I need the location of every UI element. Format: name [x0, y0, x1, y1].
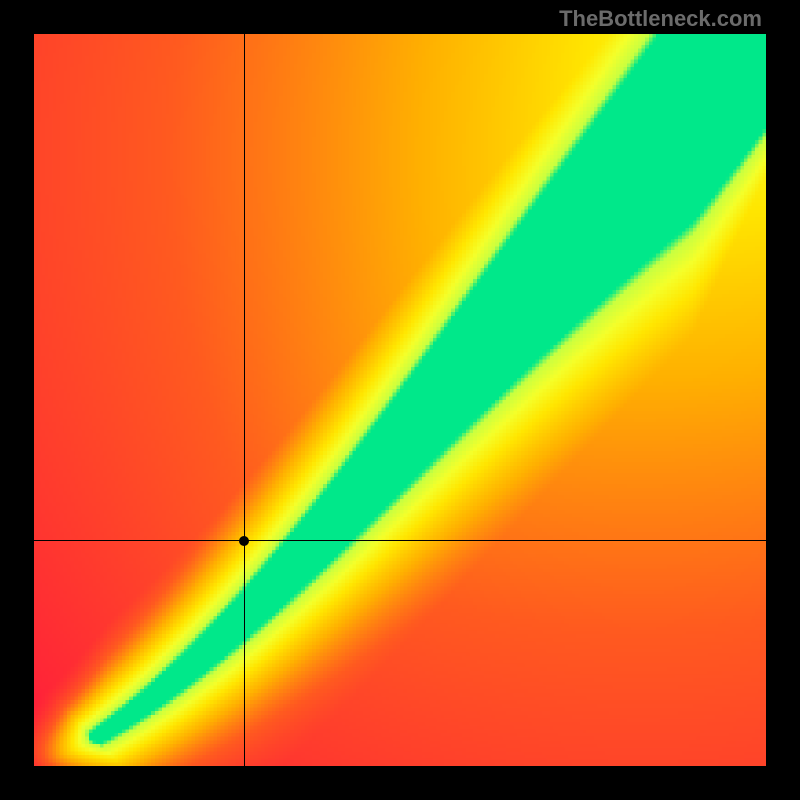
heatmap-canvas [34, 34, 766, 766]
plot-area [34, 34, 766, 766]
watermark-text: TheBottleneck.com [559, 6, 762, 32]
crosshair-horizontal [34, 540, 766, 541]
crosshair-vertical [244, 34, 245, 766]
crosshair-marker [239, 536, 249, 546]
